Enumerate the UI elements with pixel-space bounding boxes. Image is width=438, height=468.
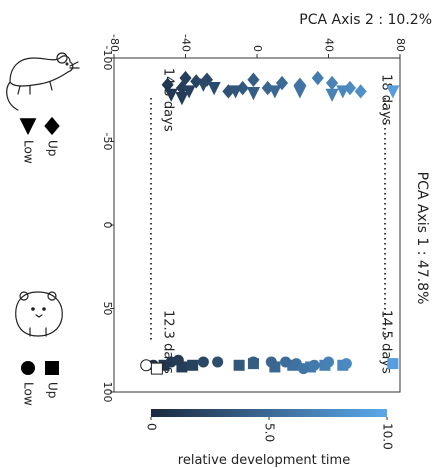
data-point-mouse-low [268,85,282,99]
data-point-mouse-low [325,88,339,102]
data-point-hamster-up [233,359,245,371]
data-point-mouse-up [222,84,235,99]
data-point-mouse-low [182,85,196,99]
x-axis-label: PCA Axis 2 : 10.2% [299,12,432,28]
legend-marker-diamond [44,116,60,136]
x-tick-label: 0 [251,45,264,52]
x-axis-ticks: -80 -40 0 40 80 [108,34,407,58]
data-point-open [150,362,163,375]
y-tick-label: 0 [101,222,114,229]
legend-hamster: Up Low [21,361,60,406]
data-point-mouse-up [190,74,203,89]
data-point-mouse-low [336,85,350,99]
data-point-mouse-low [196,78,210,92]
legend-label: Low [22,382,36,406]
data-point-hamster-low [323,356,334,368]
data-points [140,70,400,375]
data-point-mouse-up [247,72,260,87]
data-point-hamster-low [340,358,352,370]
colorbar-tick-label: 0 [145,423,159,431]
data-point-hamster-up [269,361,281,373]
data-point-mouse-up [261,80,274,96]
legend-marker-square [45,361,59,375]
data-point-hamster-low [172,354,184,366]
colorbar-label: relative development time [178,453,350,468]
y-tick-label: -100 [101,46,114,71]
data-point-hamster-up [187,359,199,371]
y-tick-label: 50 [101,302,114,316]
legend-label: Low [22,140,36,164]
legend-marker-circle [21,361,35,375]
data-point-mouse-low [228,85,243,99]
data-point-mouse-up [354,84,367,99]
hamster-icon [15,291,63,337]
data-point-mouse-low [246,87,261,101]
x-tick-label: 80 [394,38,407,52]
data-point-mouse-low [207,82,221,96]
colorbar-tick-label: 5.0 [263,423,277,442]
data-point-mouse-up [343,80,356,96]
data-point-hamster-low [297,363,309,375]
annotation-label: 14.5 days [379,310,394,374]
data-point-hamster-low [212,356,224,368]
y-axis-ticks: -100 -50 0 50 100 [101,46,114,403]
colorbar-tick-label: 10.0 [381,423,395,450]
data-point-mouse-low [164,88,178,102]
colorbar [151,409,387,417]
legend-label: Up [46,140,60,156]
legend-mouse: Up Low [19,116,60,164]
legend-marker-triangle [19,118,37,136]
annotation-label: 18 days [379,74,394,126]
data-point-mouse-low [386,85,400,99]
data-point-mouse-up [326,75,339,91]
data-point-hamster-low [197,356,209,368]
x-tick-label: -80 [108,34,121,52]
data-point-hamster-up [158,359,170,371]
colorbar-ticks: 0 5.0 10.0 [145,417,395,450]
annotation-label: 14.5 days [161,68,176,132]
plot-frame [113,57,401,393]
data-point-hamster-up [176,361,188,373]
x-tick-label: -40 [180,34,193,52]
x-tick-label: 40 [323,38,336,52]
y-tick-label: -50 [101,133,114,151]
data-point-hamster-low [280,356,292,368]
data-point-open [140,359,153,372]
data-point-mouse-low [293,85,307,99]
data-point-hamster-up [387,358,399,370]
data-point-mouse-up [236,80,249,96]
data-point-mouse-low [175,92,189,106]
mouse-icon [6,52,80,111]
data-point-hamster-low [247,356,259,368]
y-axis-label: PCA Axis 1 : 47.8% [414,172,430,305]
y-tick-label: 100 [101,382,114,403]
data-point-mouse-up [175,80,188,96]
data-point-mouse-up [311,70,324,86]
data-point-hamster-low [265,356,277,368]
legend-label: Up [46,382,60,398]
data-point-hamster-low [308,359,320,371]
data-point-mouse-up [161,77,174,92]
